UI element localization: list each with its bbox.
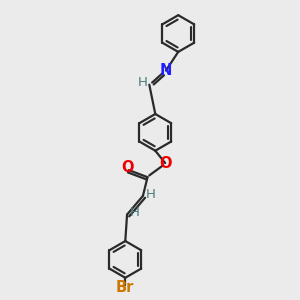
Text: O: O bbox=[159, 156, 171, 171]
Text: O: O bbox=[122, 160, 134, 175]
Text: H: H bbox=[130, 206, 140, 219]
Text: H: H bbox=[137, 76, 147, 89]
Text: Br: Br bbox=[116, 280, 134, 295]
Text: N: N bbox=[160, 63, 172, 78]
Text: H: H bbox=[146, 188, 156, 201]
